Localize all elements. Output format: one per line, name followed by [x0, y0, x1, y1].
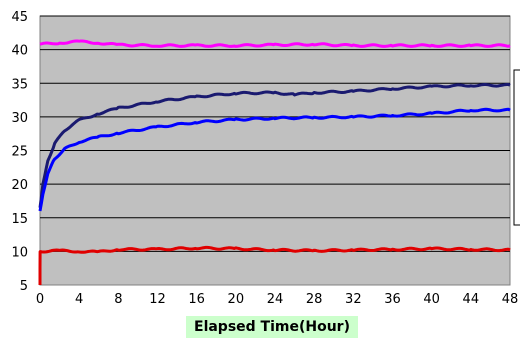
y-tick-label: 20 — [11, 178, 28, 193]
x-tick-label: 16 — [188, 292, 205, 307]
y-tick-label: 35 — [11, 77, 28, 92]
x-tick-label: 40 — [423, 292, 440, 307]
x-tick-label: 0 — [36, 292, 44, 307]
y-tick-label: 10 — [11, 245, 28, 260]
y-tick-label: 15 — [11, 212, 28, 227]
x-tick-label: 28 — [306, 292, 323, 307]
x-tick-label: 4 — [75, 292, 83, 307]
x-axis-label: Elapsed Time(Hour) — [186, 317, 358, 337]
x-tick-label: 8 — [114, 292, 122, 307]
y-axis-ticks: 5 10 15 20 25 30 35 40 45 — [11, 10, 28, 294]
x-tick-label: 36 — [384, 292, 401, 307]
x-tick-label: 20 — [228, 292, 245, 307]
y-tick-label: 40 — [11, 44, 28, 59]
x-axis-ticks: 0 4 8 12 16 20 24 28 32 36 40 44 48 — [36, 292, 518, 307]
x-tick-label: 44 — [463, 292, 480, 307]
x-tick-label: 48 — [502, 292, 519, 307]
y-tick-label: 25 — [11, 145, 28, 160]
y-tick-label: 5 — [20, 279, 28, 294]
x-tick-label: 32 — [345, 292, 362, 307]
y-tick-label: 30 — [11, 111, 28, 126]
x-tick-label: 24 — [267, 292, 284, 307]
x-tick-label: 12 — [149, 292, 166, 307]
y-tick-label: 45 — [11, 10, 28, 25]
legend-box — [514, 70, 520, 225]
